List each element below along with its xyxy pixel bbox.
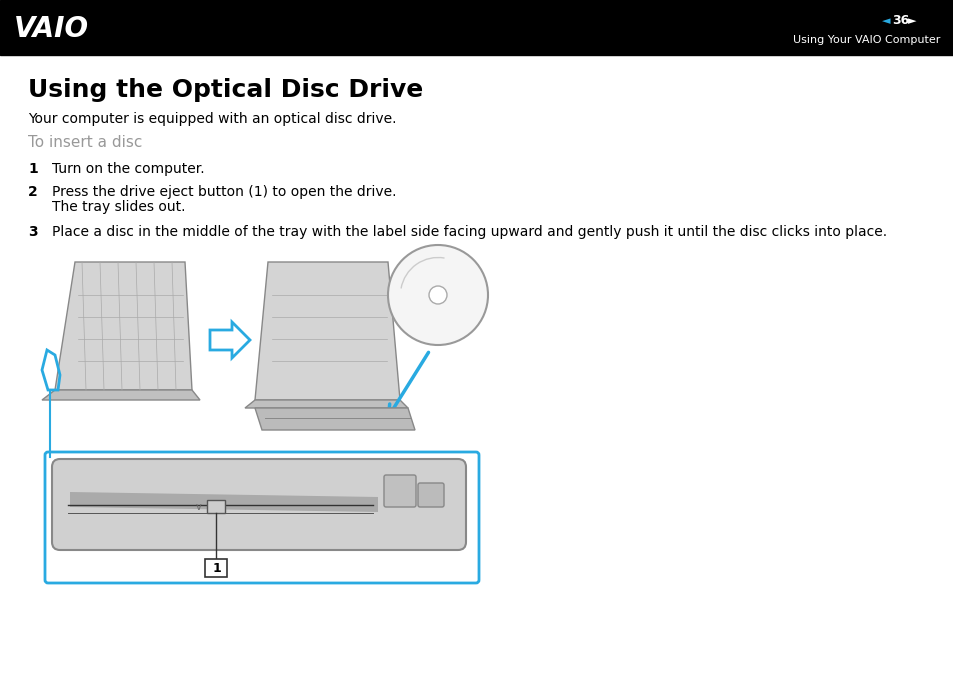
- Text: 1: 1: [212, 561, 221, 574]
- Bar: [208, 500, 225, 513]
- Polygon shape: [254, 408, 415, 430]
- Bar: [0, 0, 953, 55]
- Text: Using Your VAIO Computer: Using Your VAIO Computer: [792, 34, 939, 44]
- Polygon shape: [42, 390, 200, 400]
- Text: Your computer is equipped with an optical disc drive.: Your computer is equipped with an optica…: [28, 112, 396, 126]
- Text: Press the drive eject button (1) to open the drive.: Press the drive eject button (1) to open…: [52, 185, 396, 199]
- Text: The tray slides out.: The tray slides out.: [52, 200, 185, 214]
- Text: Turn on the computer.: Turn on the computer.: [52, 162, 204, 176]
- Polygon shape: [70, 492, 377, 512]
- Text: 36: 36: [891, 14, 908, 28]
- Text: Place a disc in the middle of the tray with the label side facing upward and gen: Place a disc in the middle of the tray w…: [52, 225, 886, 239]
- Circle shape: [388, 245, 488, 345]
- FancyBboxPatch shape: [384, 475, 416, 507]
- Text: ◄: ◄: [882, 16, 889, 26]
- Circle shape: [429, 286, 447, 304]
- FancyBboxPatch shape: [45, 452, 478, 583]
- FancyBboxPatch shape: [417, 483, 443, 507]
- FancyBboxPatch shape: [205, 559, 227, 577]
- Polygon shape: [245, 400, 408, 408]
- Text: v: v: [195, 501, 201, 512]
- Text: Using the Optical Disc Drive: Using the Optical Disc Drive: [28, 78, 423, 102]
- Text: ►: ►: [907, 16, 916, 26]
- Text: To insert a disc: To insert a disc: [28, 135, 142, 150]
- Polygon shape: [254, 262, 399, 400]
- Text: VAIO: VAIO: [14, 15, 89, 42]
- Text: 2: 2: [28, 185, 38, 199]
- Text: 1: 1: [28, 162, 38, 176]
- FancyBboxPatch shape: [52, 459, 465, 550]
- Polygon shape: [55, 262, 192, 390]
- Text: 3: 3: [28, 225, 37, 239]
